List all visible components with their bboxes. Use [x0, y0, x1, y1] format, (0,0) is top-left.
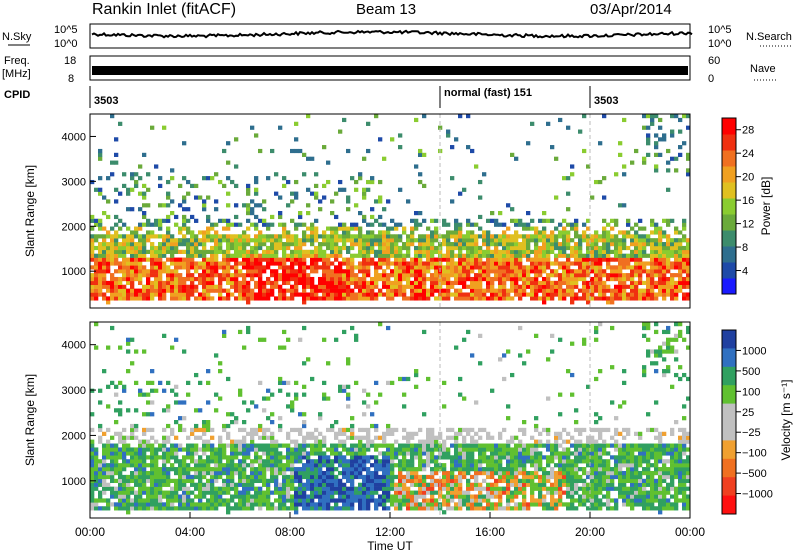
x-axis-label: Time UT — [367, 539, 413, 553]
cpid-segment-1: 3503 — [94, 95, 118, 107]
nave-tick-top: 60 — [708, 55, 720, 67]
nsearch-label: N.Search — [746, 31, 792, 43]
x-tick-label: 00:00 — [675, 525, 705, 539]
velocity-colorbar-tick: 100 — [742, 386, 760, 398]
power-colorbar-tick: 8 — [742, 242, 748, 254]
velocity-colorbar: 1000 500 100 25 −25 −100 −500 −1000 Velocity [m… — [721, 329, 793, 515]
y-tick-label: 3000 — [62, 176, 86, 188]
velocity-colorbar-tick: −500 — [742, 468, 767, 480]
nsky-label: N.Sky — [2, 31, 32, 43]
cpid-panel: CPID 3503 normal (fast) 151 3503 — [4, 86, 618, 108]
nave-tick-bottom: 0 — [708, 73, 714, 85]
x-tick-label: 08:00 — [275, 525, 305, 539]
velocity-ylabel: Slant Range [km] — [23, 374, 37, 466]
power-panel: Slant Range [km] 1000 2000 3000 4000 — [23, 113, 691, 309]
power-colorbar: 4 8 12 16 20 24 28 Power [dB] — [721, 117, 773, 295]
velocity-colorbar-tick: 1000 — [742, 345, 766, 357]
y-tick-label: 2000 — [62, 430, 86, 442]
x-tick-label: 04:00 — [175, 525, 205, 539]
power-ylabel: Slant Range [km] — [23, 165, 37, 257]
power-colorbar-label: Power [dB] — [759, 177, 773, 236]
station-title: Rankin Inlet (fitACF) — [92, 1, 236, 18]
freq-bar — [92, 66, 688, 75]
velocity-colorbar-tick: −100 — [742, 448, 767, 460]
x-tick-label: 16:00 — [475, 525, 505, 539]
y-tick-label: 2000 — [62, 221, 86, 233]
velocity-colorbar-tick: −25 — [742, 427, 761, 439]
power-colorbar-tick: 28 — [742, 125, 754, 137]
cpid-label: CPID — [4, 89, 30, 101]
cpid-segment-2: normal (fast) 151 — [444, 87, 532, 99]
y-tick-label: 4000 — [62, 131, 86, 143]
velocity-colorbar-tick: −1000 — [742, 489, 773, 501]
nave-label: Nave — [750, 63, 776, 75]
y-tick-label: 3000 — [62, 385, 86, 397]
power-colorbar-tick: 16 — [742, 195, 754, 207]
date-title: 03/Apr/2014 — [590, 1, 672, 18]
noise-tick-bottom-left: 10^0 — [54, 38, 78, 50]
x-tick-label: 00:00 — [75, 525, 105, 539]
freq-label: Freq. — [4, 55, 30, 67]
cpid-segment-3: 3503 — [594, 95, 618, 107]
power-heatmap — [90, 114, 691, 305]
noise-panel: N.Sky 10^5 10^0 10^5 10^0 N.Search — [2, 23, 792, 50]
power-colorbar-tick: 20 — [742, 172, 754, 184]
velocity-colorbar-tick: 500 — [742, 366, 760, 378]
freq-tick-top: 18 — [64, 55, 76, 67]
x-tick-label: 20:00 — [575, 525, 605, 539]
noise-sky-line — [91, 29, 693, 39]
y-tick-label: 1000 — [62, 266, 86, 278]
power-colorbar-tick: 12 — [742, 219, 754, 231]
freq-tick-bottom: 8 — [68, 73, 74, 85]
noise-tick-top-right: 10^5 — [708, 24, 732, 36]
velocity-panel: Slant Range [km] 1000 2000 3000 4000 00:00 0… — [23, 321, 705, 553]
freq-panel: Freq. [MHz] 18 8 60 0 Nave — [2, 55, 778, 85]
x-tick-label: 12:00 — [375, 525, 405, 539]
y-tick-label: 1000 — [62, 476, 86, 488]
noise-tick-bottom-right: 10^0 — [708, 38, 732, 50]
noise-tick-top-left: 10^5 — [54, 24, 78, 36]
velocity-colorbar-tick: 25 — [742, 407, 754, 419]
freq-unit-label: [MHz] — [2, 68, 31, 80]
y-tick-label: 4000 — [62, 340, 86, 352]
velocity-heatmap — [90, 322, 691, 515]
velocity-colorbar-label: Velocity [m s⁻¹] — [779, 379, 793, 460]
power-colorbar-tick: 4 — [742, 266, 748, 278]
power-colorbar-tick: 24 — [742, 148, 754, 160]
beam-title: Beam 13 — [356, 1, 416, 18]
